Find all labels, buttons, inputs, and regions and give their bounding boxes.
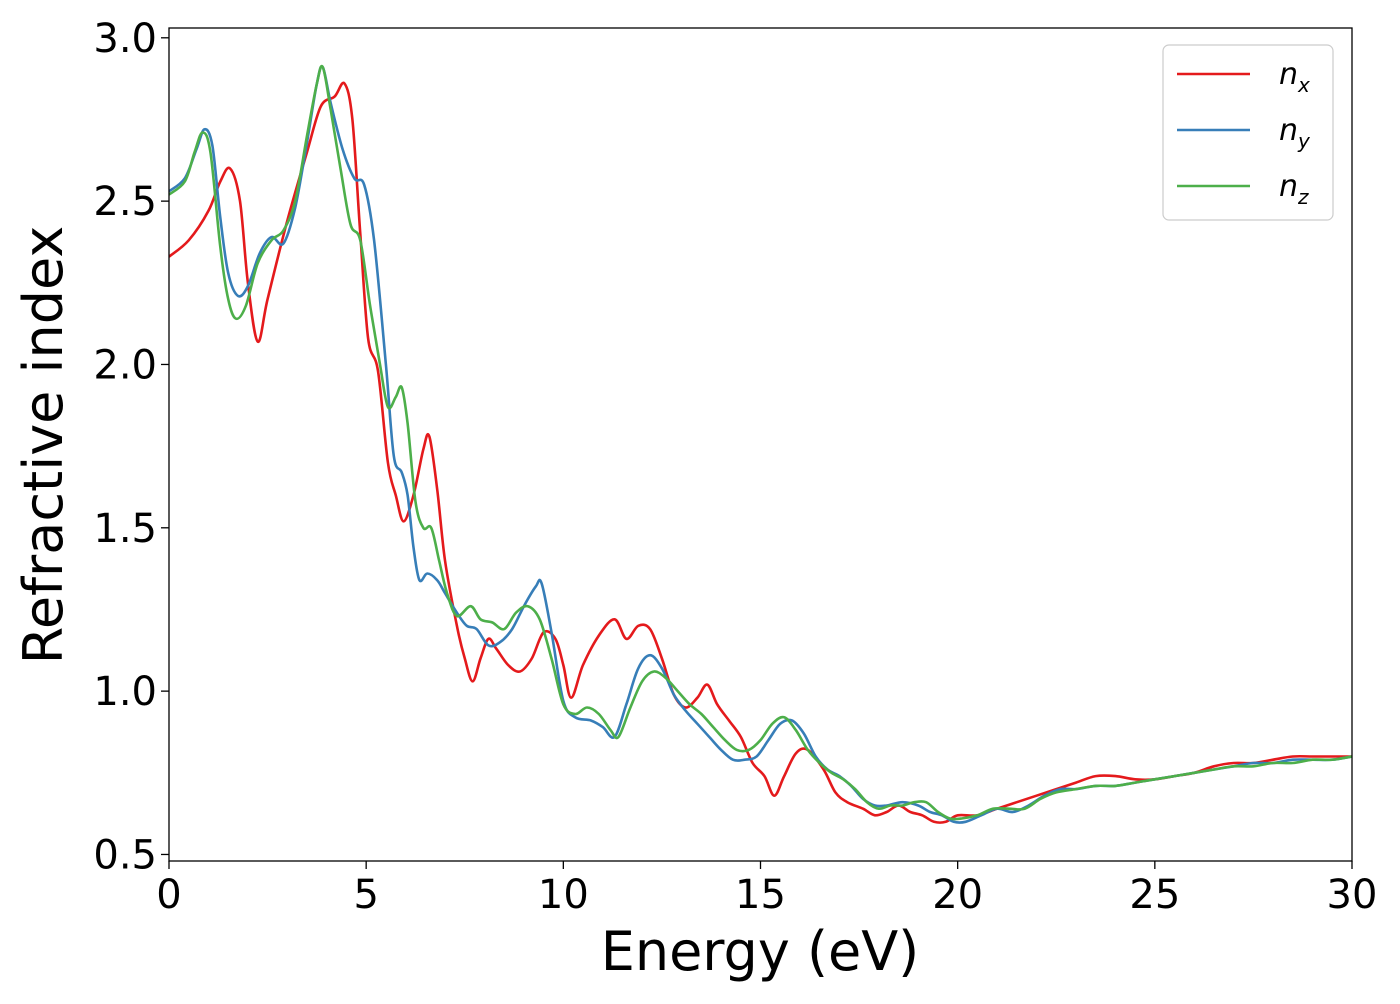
legend-subscript-x: x <box>1297 73 1310 97</box>
x-tick-label: 0 <box>156 872 181 918</box>
legend-subscript-y: y <box>1297 129 1311 153</box>
ticks-layer: 0 5 10 15 20 25 30 0.5 1.0 1.5 2.0 2.5 3.0 <box>93 16 1377 918</box>
x-tick-label: 5 <box>353 872 378 918</box>
x-tick-label: 20 <box>932 872 983 918</box>
y-tick-label: 1.5 <box>93 506 157 552</box>
x-axis-label: Energy (eV) <box>601 920 920 983</box>
legend-label-x: nx <box>1279 57 1310 97</box>
x-tick-label: 25 <box>1129 872 1180 918</box>
legend-subscript-z: z <box>1297 185 1309 209</box>
y-tick-label: 3.0 <box>93 16 157 62</box>
curves-layer <box>169 64 1352 824</box>
y-axis-label: Refractive index <box>12 226 75 665</box>
x-tick-label: 15 <box>735 872 786 918</box>
legend-box <box>1162 44 1334 221</box>
y-tick-label: 1.0 <box>93 669 157 715</box>
x-tick-label: 10 <box>538 872 589 918</box>
x-tick-label: 30 <box>1327 872 1378 918</box>
y-tick-label: 2.0 <box>93 342 157 388</box>
y-tick-label: 2.5 <box>93 179 157 225</box>
series-line-z <box>169 64 1352 821</box>
y-tick-label: 0.5 <box>93 832 157 878</box>
